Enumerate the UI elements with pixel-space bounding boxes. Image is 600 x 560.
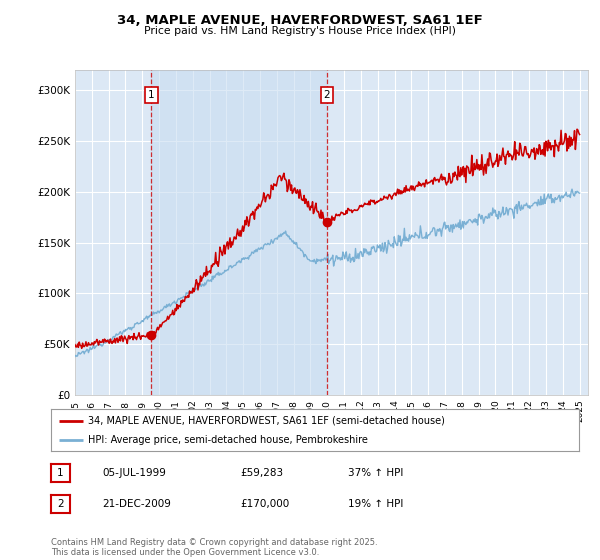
Text: 34, MAPLE AVENUE, HAVERFORDWEST, SA61 1EF: 34, MAPLE AVENUE, HAVERFORDWEST, SA61 1E… xyxy=(117,14,483,27)
Text: 05-JUL-1999: 05-JUL-1999 xyxy=(102,468,166,478)
Text: 2: 2 xyxy=(57,499,64,509)
Text: 1: 1 xyxy=(57,468,64,478)
Text: 34, MAPLE AVENUE, HAVERFORDWEST, SA61 1EF (semi-detached house): 34, MAPLE AVENUE, HAVERFORDWEST, SA61 1E… xyxy=(88,416,445,426)
Text: 19% ↑ HPI: 19% ↑ HPI xyxy=(348,499,403,509)
Bar xyxy=(151,70,327,395)
Text: 37% ↑ HPI: 37% ↑ HPI xyxy=(348,468,403,478)
Text: £170,000: £170,000 xyxy=(240,499,289,509)
Text: £59,283: £59,283 xyxy=(240,468,283,478)
Text: 2: 2 xyxy=(323,90,330,100)
Text: 1: 1 xyxy=(148,90,155,100)
Text: 21-DEC-2009: 21-DEC-2009 xyxy=(102,499,171,509)
Text: Price paid vs. HM Land Registry's House Price Index (HPI): Price paid vs. HM Land Registry's House … xyxy=(144,26,456,36)
Text: HPI: Average price, semi-detached house, Pembrokeshire: HPI: Average price, semi-detached house,… xyxy=(88,435,368,445)
Text: Contains HM Land Registry data © Crown copyright and database right 2025.
This d: Contains HM Land Registry data © Crown c… xyxy=(51,538,377,557)
